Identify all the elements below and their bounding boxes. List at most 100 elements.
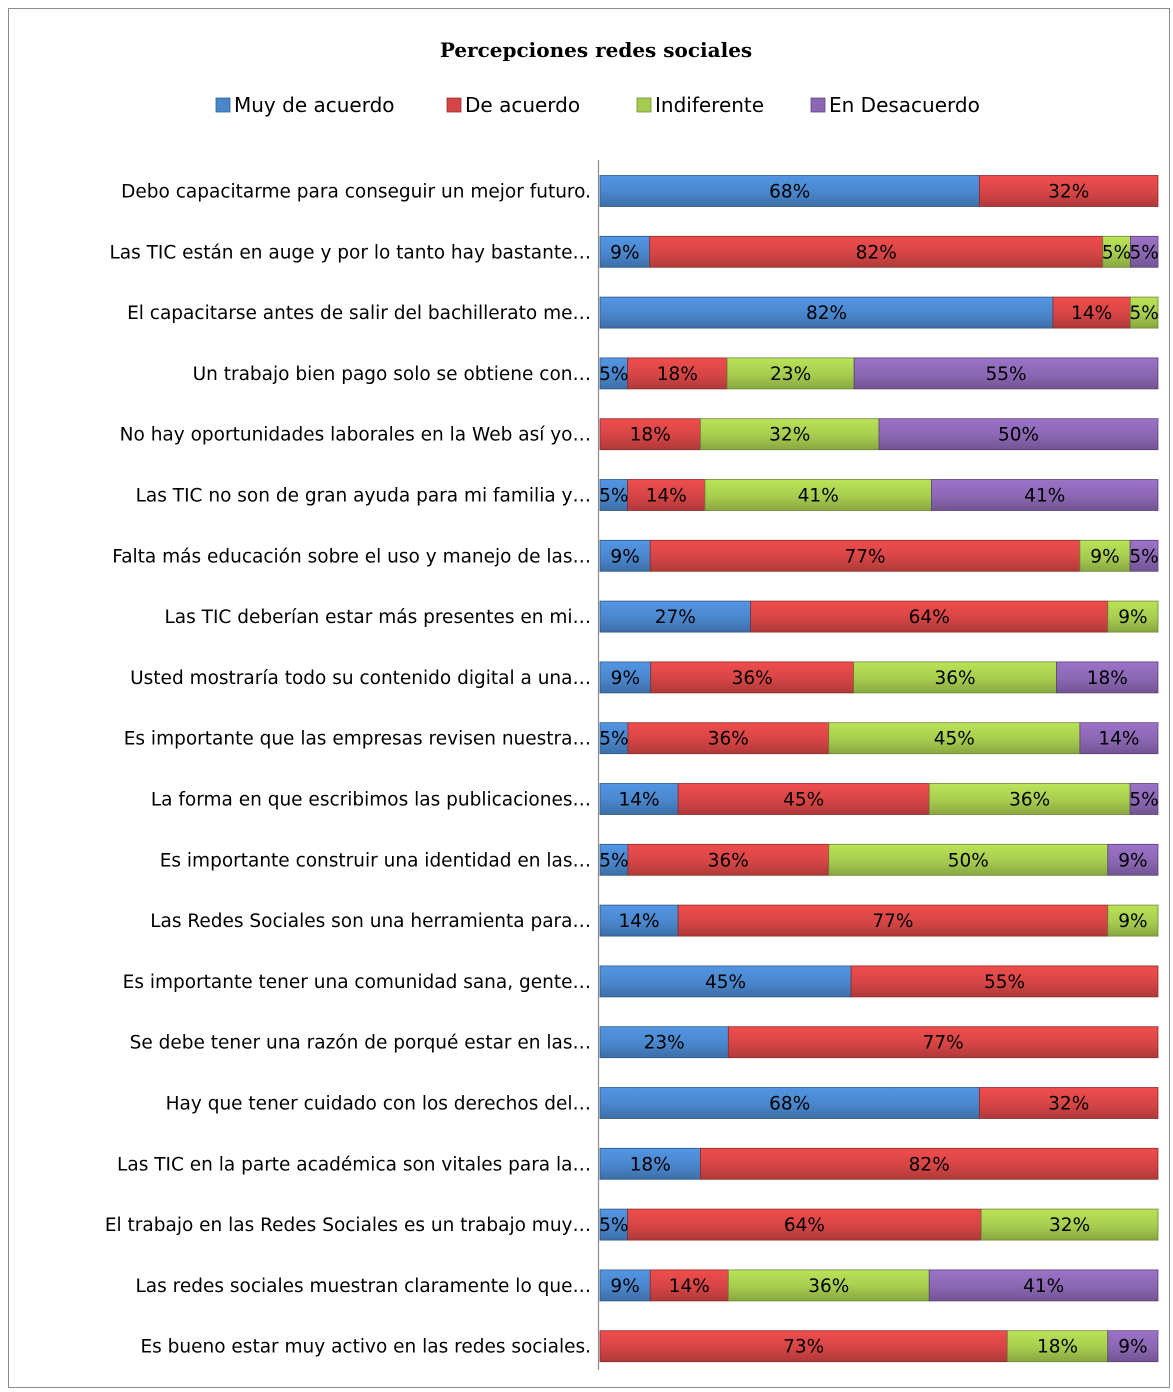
data-label: 82% [856,242,897,263]
data-label: 14% [1071,303,1112,324]
data-label: 68% [769,1094,810,1115]
bar-indiferente [726,357,855,390]
bar-indiferente [980,1208,1159,1241]
bar-de-acuerdo [750,600,1109,633]
bar-de-acuerdo [649,1269,729,1302]
data-label: 5% [599,1215,628,1236]
bar-de-acuerdo [627,479,706,511]
chart-legend: Muy de acuerdo De acuerdo Indiferente En De… [215,93,980,117]
category-label: Falta más educación sobre el uso y manej… [112,546,591,567]
category-label: La forma en que escribimos las publicaci… [151,790,591,811]
bar-series [599,175,1159,1363]
bar-de-acuerdo [649,539,1081,572]
category-labels: Debo capacitarme para conseguir un mejor… [105,182,591,1358]
data-label: 23% [770,364,811,385]
bar-indiferente [704,479,932,511]
data-label: 82% [806,303,847,324]
data-label: 14% [669,1276,710,1297]
category-label: Las TIC no son de gran ayuda para mi fam… [136,486,591,507]
bar-muy-de-acuerdo [599,783,679,815]
data-label: 41% [1023,1276,1064,1297]
category-label: Es importante que las empresas revisen n… [124,729,591,750]
data-label: 9% [610,242,639,263]
data-label: 18% [630,1154,671,1175]
data-label: 14% [618,911,659,932]
data-label: 41% [1024,486,1065,507]
category-label: Es importante construir una identidad en… [160,850,591,871]
data-label: 18% [657,364,698,385]
data-label: 77% [844,546,885,567]
data-label: 50% [948,850,989,871]
bar-indiferente [1079,539,1131,572]
bar-en-desacuerdo [853,357,1159,390]
data-label: 27% [655,607,696,628]
data-label: 50% [998,425,1039,446]
bar-en-desacuerdo [1129,235,1159,268]
data-label: 64% [909,607,950,628]
data-label: 18% [1087,668,1128,689]
category-label: El trabajo en las Redes Sociales es un t… [105,1215,591,1236]
data-label: 18% [1037,1337,1078,1358]
data-label: 5% [1130,303,1159,324]
bar-muy-de-acuerdo [599,1269,651,1302]
data-label: 5% [1129,790,1158,811]
data-label: 73% [783,1337,824,1358]
bar-muy-de-acuerdo [599,722,629,755]
bar-indiferente [727,1269,930,1302]
data-label: 32% [1049,1215,1090,1236]
bar-muy-de-acuerdo [599,296,1054,329]
data-label: 9% [611,668,640,689]
data-label: 32% [769,425,810,446]
legend-label-en-desacuerdo: En Desacuerdo [829,93,980,117]
data-label: 64% [784,1215,825,1236]
data-label: 9% [1090,546,1119,567]
bar-muy-de-acuerdo [599,1208,629,1241]
category-label: Las TIC deberían estar más presentes en … [164,607,591,628]
data-label: 36% [708,729,749,750]
data-label: 77% [923,1033,964,1054]
data-label: 32% [1048,182,1089,203]
data-label: 9% [610,1276,639,1297]
data-label: 9% [1118,607,1147,628]
data-label: 14% [618,790,659,811]
bar-en-desacuerdo [1107,843,1159,876]
category-label: Las TIC están en auge y por lo tanto hay… [109,242,591,263]
bar-indiferente [1129,296,1159,329]
category-label: Un trabajo bien pago solo se obtiene con… [193,364,591,385]
data-label: 36% [935,668,976,689]
bar-indiferente [1107,600,1159,633]
bar-de-acuerdo [979,175,1159,207]
data-label: 9% [1118,1337,1147,1358]
data-label: 55% [986,364,1027,385]
category-label: Usted mostraría todo su contenido digita… [130,668,591,689]
category-label: Hay que tener cuidado con los derechos d… [166,1094,591,1115]
bar-muy-de-acuerdo [599,357,629,390]
bar-de-acuerdo [627,1208,982,1241]
bar-indiferente [828,722,1081,755]
bar-muy-de-acuerdo [599,479,629,511]
data-label: 55% [984,972,1025,993]
bar-en-desacuerdo [1129,783,1159,815]
data-label: 5% [599,850,628,871]
data-label: 36% [1009,790,1050,811]
legend-swatch-indiferente [636,97,652,113]
data-label: 5% [1129,546,1158,567]
chart-title: Percepciones redes sociales [440,38,752,62]
data-label: 36% [732,668,773,689]
category-label: Se debe tener una razón de porqué estar … [130,1033,591,1054]
data-label: 5% [1130,242,1159,263]
data-label: 82% [909,1154,950,1175]
bar-de-acuerdo [727,1026,1159,1059]
data-label: 32% [1048,1094,1089,1115]
bar-de-acuerdo [650,661,855,694]
bar-de-acuerdo [677,783,930,815]
bar-en-desacuerdo [1129,539,1159,572]
bar-muy-de-acuerdo [599,965,852,998]
data-label: 36% [808,1276,849,1297]
bar-en-desacuerdo [878,418,1159,451]
category-label: Las TIC en la parte académica son vitale… [117,1154,591,1175]
legend-label-de-acuerdo: De acuerdo [465,93,580,117]
bar-de-acuerdo [1052,296,1131,329]
bar-muy-de-acuerdo [599,1087,980,1119]
legend-label-muy-de-acuerdo: Muy de acuerdo [234,93,395,117]
